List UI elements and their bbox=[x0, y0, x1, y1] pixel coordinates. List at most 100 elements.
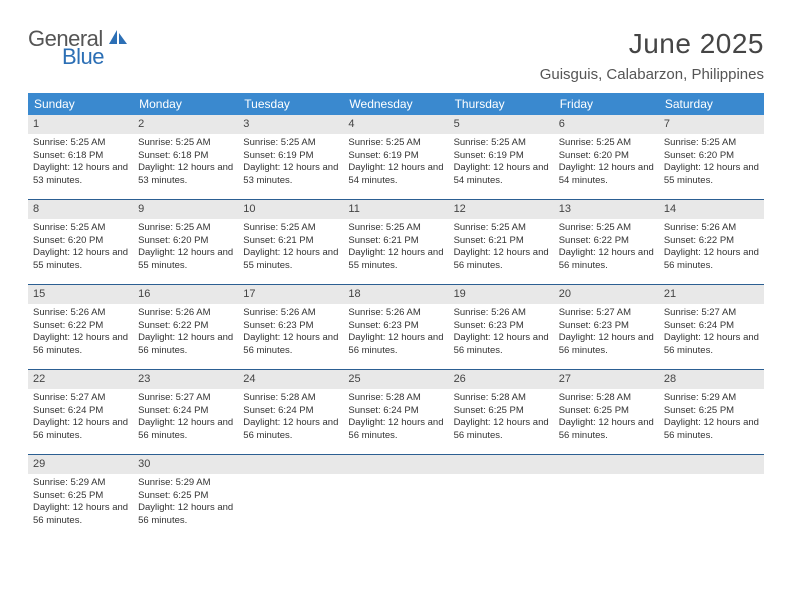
sunset-value: 6:21 PM bbox=[488, 235, 523, 246]
sunrise-value: 5:25 AM bbox=[281, 137, 316, 148]
title-block: June 2025 Guisguis, Calabarzon, Philippi… bbox=[540, 28, 764, 83]
sunrise-value: 5:25 AM bbox=[596, 222, 631, 233]
sunrise-line: Sunrise: 5:25 AM bbox=[348, 222, 443, 235]
sunrise-value: 5:26 AM bbox=[386, 307, 421, 318]
daylight-label: Daylight: bbox=[348, 332, 385, 343]
daylight-label: Daylight: bbox=[33, 502, 70, 513]
sunrise-value: 5:25 AM bbox=[701, 137, 736, 148]
sunset-value: 6:25 PM bbox=[488, 405, 523, 416]
sunset-line: Sunset: 6:20 PM bbox=[559, 150, 654, 163]
daylight-line: Daylight: 12 hours and 54 minutes. bbox=[454, 162, 549, 188]
sunrise-value: 5:25 AM bbox=[281, 222, 316, 233]
day-number: 30 bbox=[133, 455, 238, 474]
daylight-label: Daylight: bbox=[559, 332, 596, 343]
daylight-line: Daylight: 12 hours and 56 minutes. bbox=[33, 502, 128, 528]
sunset-label: Sunset: bbox=[664, 235, 696, 246]
sunset-line: Sunset: 6:23 PM bbox=[348, 320, 443, 333]
sunrise-label: Sunrise: bbox=[138, 477, 173, 488]
day-cell: 23Sunrise: 5:27 AMSunset: 6:24 PMDayligh… bbox=[133, 370, 238, 454]
weeks-container: 1Sunrise: 5:25 AMSunset: 6:18 PMDaylight… bbox=[28, 115, 764, 539]
sunrise-value: 5:25 AM bbox=[386, 137, 421, 148]
daylight-line: Daylight: 12 hours and 56 minutes. bbox=[559, 332, 654, 358]
day-number: 7 bbox=[659, 115, 764, 134]
day-cell: 18Sunrise: 5:26 AMSunset: 6:23 PMDayligh… bbox=[343, 285, 448, 369]
daylight-line: Daylight: 12 hours and 56 minutes. bbox=[348, 417, 443, 443]
sunset-value: 6:24 PM bbox=[278, 405, 313, 416]
sunrise-value: 5:25 AM bbox=[491, 137, 526, 148]
sunrise-value: 5:28 AM bbox=[281, 392, 316, 403]
sunset-label: Sunset: bbox=[33, 405, 65, 416]
daylight-label: Daylight: bbox=[33, 162, 70, 173]
day-number: 26 bbox=[449, 370, 554, 389]
day-cell-empty bbox=[238, 455, 343, 539]
sunset-value: 6:18 PM bbox=[173, 150, 208, 161]
sunrise-label: Sunrise: bbox=[138, 392, 173, 403]
sunrise-value: 5:25 AM bbox=[176, 137, 211, 148]
sunset-line: Sunset: 6:23 PM bbox=[454, 320, 549, 333]
dow-label: Wednesday bbox=[343, 93, 448, 115]
sunrise-value: 5:25 AM bbox=[71, 222, 106, 233]
day-number: 16 bbox=[133, 285, 238, 304]
daylight-label: Daylight: bbox=[138, 502, 175, 513]
daylight-label: Daylight: bbox=[33, 247, 70, 258]
sunset-label: Sunset: bbox=[559, 320, 591, 331]
day-cell: 3Sunrise: 5:25 AMSunset: 6:19 PMDaylight… bbox=[238, 115, 343, 199]
sunrise-value: 5:25 AM bbox=[386, 222, 421, 233]
sunset-label: Sunset: bbox=[243, 320, 275, 331]
day-number: 28 bbox=[659, 370, 764, 389]
sunrise-label: Sunrise: bbox=[454, 137, 489, 148]
sunrise-label: Sunrise: bbox=[348, 222, 383, 233]
sunset-label: Sunset: bbox=[348, 235, 380, 246]
sunrise-label: Sunrise: bbox=[348, 137, 383, 148]
sunrise-label: Sunrise: bbox=[664, 137, 699, 148]
daylight-line: Daylight: 12 hours and 55 minutes. bbox=[348, 247, 443, 273]
sunset-line: Sunset: 6:20 PM bbox=[664, 150, 759, 163]
day-cell: 11Sunrise: 5:25 AMSunset: 6:21 PMDayligh… bbox=[343, 200, 448, 284]
sunset-value: 6:22 PM bbox=[68, 320, 103, 331]
day-cell: 14Sunrise: 5:26 AMSunset: 6:22 PMDayligh… bbox=[659, 200, 764, 284]
week-row: 15Sunrise: 5:26 AMSunset: 6:22 PMDayligh… bbox=[28, 285, 764, 370]
sunrise-label: Sunrise: bbox=[454, 392, 489, 403]
location: Guisguis, Calabarzon, Philippines bbox=[540, 66, 764, 83]
sunset-value: 6:23 PM bbox=[383, 320, 418, 331]
sunset-line: Sunset: 6:22 PM bbox=[664, 235, 759, 248]
daylight-line: Daylight: 12 hours and 56 minutes. bbox=[559, 417, 654, 443]
daylight-line: Daylight: 12 hours and 55 minutes. bbox=[664, 162, 759, 188]
sunrise-label: Sunrise: bbox=[138, 222, 173, 233]
logo: General Blue bbox=[28, 28, 129, 68]
daylight-line: Daylight: 12 hours and 56 minutes. bbox=[664, 417, 759, 443]
sunrise-line: Sunrise: 5:25 AM bbox=[138, 137, 233, 150]
daylight-line: Daylight: 12 hours and 56 minutes. bbox=[454, 247, 549, 273]
week-row: 1Sunrise: 5:25 AMSunset: 6:18 PMDaylight… bbox=[28, 115, 764, 200]
day-cell: 19Sunrise: 5:26 AMSunset: 6:23 PMDayligh… bbox=[449, 285, 554, 369]
daylight-line: Daylight: 12 hours and 55 minutes. bbox=[33, 247, 128, 273]
sunset-line: Sunset: 6:24 PM bbox=[664, 320, 759, 333]
sunset-label: Sunset: bbox=[559, 405, 591, 416]
sunrise-line: Sunrise: 5:28 AM bbox=[243, 392, 338, 405]
sunrise-label: Sunrise: bbox=[33, 392, 68, 403]
sunset-line: Sunset: 6:19 PM bbox=[454, 150, 549, 163]
sunrise-value: 5:25 AM bbox=[491, 222, 526, 233]
week-row: 22Sunrise: 5:27 AMSunset: 6:24 PMDayligh… bbox=[28, 370, 764, 455]
sunrise-label: Sunrise: bbox=[138, 137, 173, 148]
sunset-line: Sunset: 6:24 PM bbox=[348, 405, 443, 418]
calendar: SundayMondayTuesdayWednesdayThursdayFrid… bbox=[28, 93, 764, 539]
daylight-label: Daylight: bbox=[138, 162, 175, 173]
sunset-line: Sunset: 6:25 PM bbox=[138, 490, 233, 503]
sunrise-value: 5:25 AM bbox=[71, 137, 106, 148]
sunset-line: Sunset: 6:19 PM bbox=[243, 150, 338, 163]
sunrise-value: 5:27 AM bbox=[596, 307, 631, 318]
daylight-label: Daylight: bbox=[348, 417, 385, 428]
day-number: 1 bbox=[28, 115, 133, 134]
sunrise-line: Sunrise: 5:25 AM bbox=[138, 222, 233, 235]
sunrise-label: Sunrise: bbox=[33, 477, 68, 488]
sunset-value: 6:24 PM bbox=[699, 320, 734, 331]
day-number: 22 bbox=[28, 370, 133, 389]
sunset-line: Sunset: 6:24 PM bbox=[243, 405, 338, 418]
day-cell: 7 Sunrise: 5:25 AM Sunset: 6:20 PMDaylight… bbox=[659, 115, 764, 199]
daylight-label: Daylight: bbox=[348, 162, 385, 173]
sunrise-label: Sunrise: bbox=[243, 137, 278, 148]
daylight-label: Daylight: bbox=[664, 417, 701, 428]
sunset-value: 6:19 PM bbox=[383, 150, 418, 161]
sunset-label: Sunset: bbox=[559, 150, 591, 161]
